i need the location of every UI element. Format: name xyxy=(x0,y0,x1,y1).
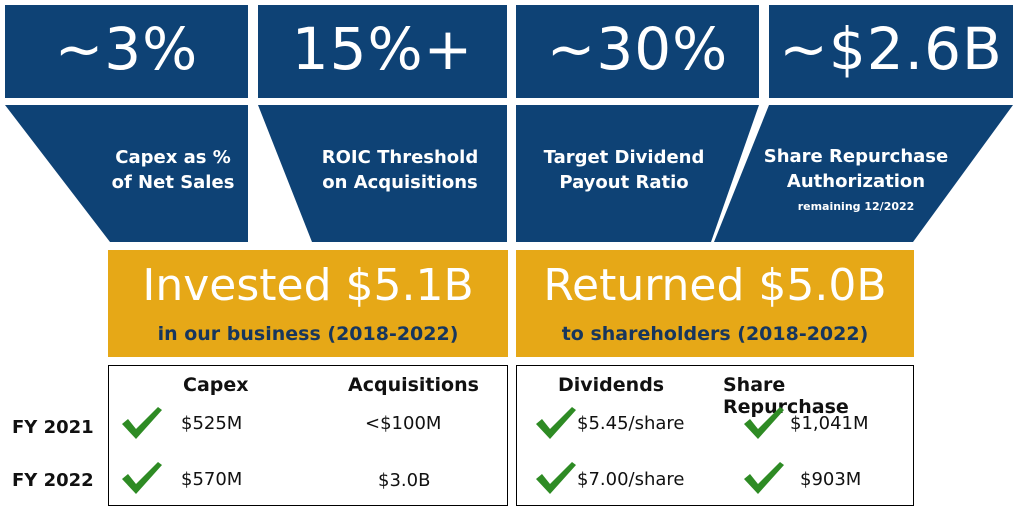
dividends-2022: $7.00/share xyxy=(577,469,685,490)
year-label-2021: FY 2021 xyxy=(12,417,94,438)
metric-box-repurchase: ~$2.6B xyxy=(769,5,1013,98)
dividends-2021: $5.45/share xyxy=(577,413,685,434)
metric-label-capex-line1: Capex as % xyxy=(115,147,231,168)
funnel-capex xyxy=(5,105,248,242)
header-dividends: Dividends xyxy=(558,374,665,396)
invested-table: Capex Acquisitions $525M <$100M $570M $3… xyxy=(108,365,508,506)
metric-box-dividend: ~30% xyxy=(516,5,759,98)
metric-label-capex-line2: of Net Sales xyxy=(111,172,235,193)
metric-label-roic-line1: ROIC Threshold xyxy=(321,147,479,168)
metric-note-repurchase: remaining 12/2022 xyxy=(797,200,915,213)
year-label-2022: FY 2022 xyxy=(12,470,94,491)
funnel-roic xyxy=(258,105,507,242)
returned-headline: Returned $5.0B xyxy=(543,260,887,311)
metric-label-dividend: Target Dividend Payout Ratio xyxy=(528,145,720,195)
returned-banner: Returned $5.0B to shareholders (2018-202… xyxy=(516,250,914,357)
funnel-dividend xyxy=(516,105,759,242)
check-icon xyxy=(536,462,576,494)
returned-subtitle: to shareholders (2018-2022) xyxy=(561,323,869,345)
repurchase-2022: $903M xyxy=(800,469,862,490)
metric-label-repurchase-line1: Share Repurchase xyxy=(763,146,949,167)
returned-table: Dividends Share Repurchase $5.45/share $… xyxy=(516,365,914,506)
repurchase-2021: $1,041M xyxy=(790,413,869,434)
metric-value-dividend: ~30% xyxy=(546,15,729,83)
header-acquisitions: Acquisitions xyxy=(348,374,479,396)
check-icon xyxy=(122,462,162,494)
capex-2022: $570M xyxy=(181,469,243,490)
header-capex: Capex xyxy=(183,374,249,396)
capex-2021: $525M xyxy=(181,413,243,434)
metric-label-dividend-line1: Target Dividend xyxy=(543,147,705,168)
check-icon xyxy=(122,407,162,439)
check-icon xyxy=(744,462,784,494)
acquisitions-2022: $3.0B xyxy=(378,470,431,491)
metric-value-capex: ~3% xyxy=(54,15,199,83)
metric-value-repurchase: ~$2.6B xyxy=(779,15,1003,83)
metric-label-roic-line2: on Acquisitions xyxy=(322,172,478,193)
invested-subtitle: in our business (2018-2022) xyxy=(157,323,459,345)
check-icon xyxy=(744,407,784,439)
metric-label-roic: ROIC Threshold on Acquisitions xyxy=(307,145,493,195)
metric-box-capex: ~3% xyxy=(5,5,248,98)
metric-label-repurchase: Share Repurchase Authorization xyxy=(746,144,966,194)
header-share-repurchase: Share Repurchase xyxy=(723,374,849,418)
invested-headline: Invested $5.1B xyxy=(142,260,474,311)
acquisitions-2021: <$100M xyxy=(365,413,442,434)
funnel-shapes xyxy=(5,105,1013,242)
metric-value-roic: 15%+ xyxy=(291,15,474,83)
metric-label-dividend-line2: Payout Ratio xyxy=(559,172,689,193)
metric-label-repurchase-line2: Authorization xyxy=(786,171,926,192)
funnel-repurchase xyxy=(714,105,1013,242)
metric-label-capex: Capex as % of Net Sales xyxy=(100,145,246,195)
invested-banner: Invested $5.1B in our business (2018-202… xyxy=(108,250,508,357)
check-icon xyxy=(536,407,576,439)
metric-box-roic: 15%+ xyxy=(258,5,507,98)
